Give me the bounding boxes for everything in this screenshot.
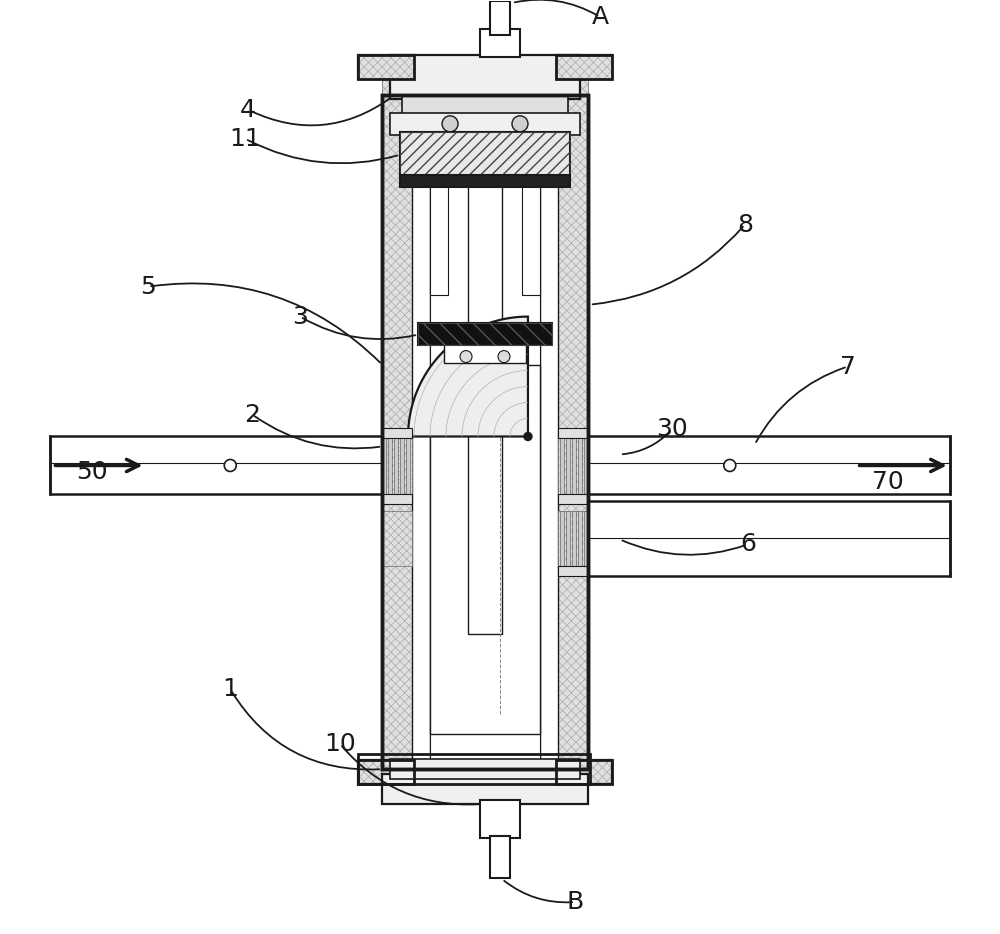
Bar xyxy=(560,436,564,494)
Bar xyxy=(556,760,612,785)
Bar xyxy=(418,322,552,345)
Bar xyxy=(578,436,582,494)
Bar xyxy=(358,55,414,78)
Bar xyxy=(468,179,502,634)
Bar xyxy=(358,760,414,785)
Bar xyxy=(358,754,590,785)
Bar xyxy=(522,185,540,294)
Bar xyxy=(382,436,386,494)
Circle shape xyxy=(224,460,236,472)
Text: 30: 30 xyxy=(656,417,688,442)
Bar xyxy=(558,436,588,494)
Text: 2: 2 xyxy=(244,403,260,427)
Bar xyxy=(382,95,588,770)
Bar xyxy=(390,55,580,99)
Text: 3: 3 xyxy=(292,304,308,329)
Circle shape xyxy=(498,350,510,362)
Circle shape xyxy=(460,350,472,362)
Bar xyxy=(584,436,588,494)
Circle shape xyxy=(524,432,532,441)
Bar xyxy=(50,436,382,494)
Bar xyxy=(388,436,392,494)
Bar xyxy=(560,512,564,566)
Bar xyxy=(412,177,430,770)
Bar xyxy=(400,175,570,187)
Bar xyxy=(558,566,588,576)
Circle shape xyxy=(442,116,458,132)
Bar xyxy=(382,774,588,804)
Bar xyxy=(390,759,580,779)
Bar xyxy=(588,436,950,494)
Bar xyxy=(430,177,540,770)
Bar xyxy=(556,55,612,78)
Bar xyxy=(406,436,410,494)
Bar xyxy=(400,436,404,494)
Text: 70: 70 xyxy=(872,471,903,494)
Bar xyxy=(390,113,580,134)
Text: 8: 8 xyxy=(737,213,753,236)
Text: 1: 1 xyxy=(222,677,238,701)
Bar xyxy=(382,64,588,95)
Bar xyxy=(358,760,414,785)
Text: 50: 50 xyxy=(77,460,108,485)
Bar xyxy=(382,512,412,566)
Bar xyxy=(566,436,570,494)
Bar xyxy=(480,29,520,57)
Bar xyxy=(430,185,448,294)
Bar xyxy=(382,494,412,504)
Bar xyxy=(584,512,588,566)
Bar xyxy=(490,836,510,878)
Bar xyxy=(572,436,576,494)
Bar xyxy=(382,429,412,438)
Bar xyxy=(402,95,568,115)
Bar xyxy=(382,95,412,770)
Text: 5: 5 xyxy=(140,275,156,299)
Bar xyxy=(382,95,588,770)
Bar xyxy=(490,1,510,35)
Bar xyxy=(572,512,576,566)
Bar xyxy=(566,512,570,566)
Text: 7: 7 xyxy=(840,355,856,378)
Bar xyxy=(418,322,552,345)
Text: B: B xyxy=(566,890,584,914)
Bar xyxy=(444,343,526,362)
Bar xyxy=(558,429,588,438)
Circle shape xyxy=(512,116,528,132)
Bar xyxy=(430,364,540,734)
Bar xyxy=(556,55,612,78)
Bar xyxy=(578,512,582,566)
Text: 6: 6 xyxy=(740,532,756,557)
Bar xyxy=(382,774,588,804)
Bar xyxy=(394,436,398,494)
Bar xyxy=(480,800,520,838)
Bar xyxy=(558,95,588,770)
Bar xyxy=(556,55,612,78)
Bar xyxy=(400,132,570,179)
Bar xyxy=(382,436,412,494)
Bar xyxy=(358,55,414,78)
Bar xyxy=(556,760,612,785)
Bar xyxy=(540,177,558,770)
Bar xyxy=(558,494,588,504)
Bar xyxy=(358,55,414,78)
Bar xyxy=(556,760,612,785)
Text: 11: 11 xyxy=(229,127,261,150)
Circle shape xyxy=(724,460,736,472)
Bar xyxy=(588,502,950,576)
Bar xyxy=(400,132,570,179)
Text: 4: 4 xyxy=(240,98,256,121)
Bar xyxy=(558,512,588,566)
Bar xyxy=(358,760,414,785)
Text: 10: 10 xyxy=(324,732,356,757)
Text: A: A xyxy=(591,5,608,29)
Polygon shape xyxy=(408,317,528,436)
